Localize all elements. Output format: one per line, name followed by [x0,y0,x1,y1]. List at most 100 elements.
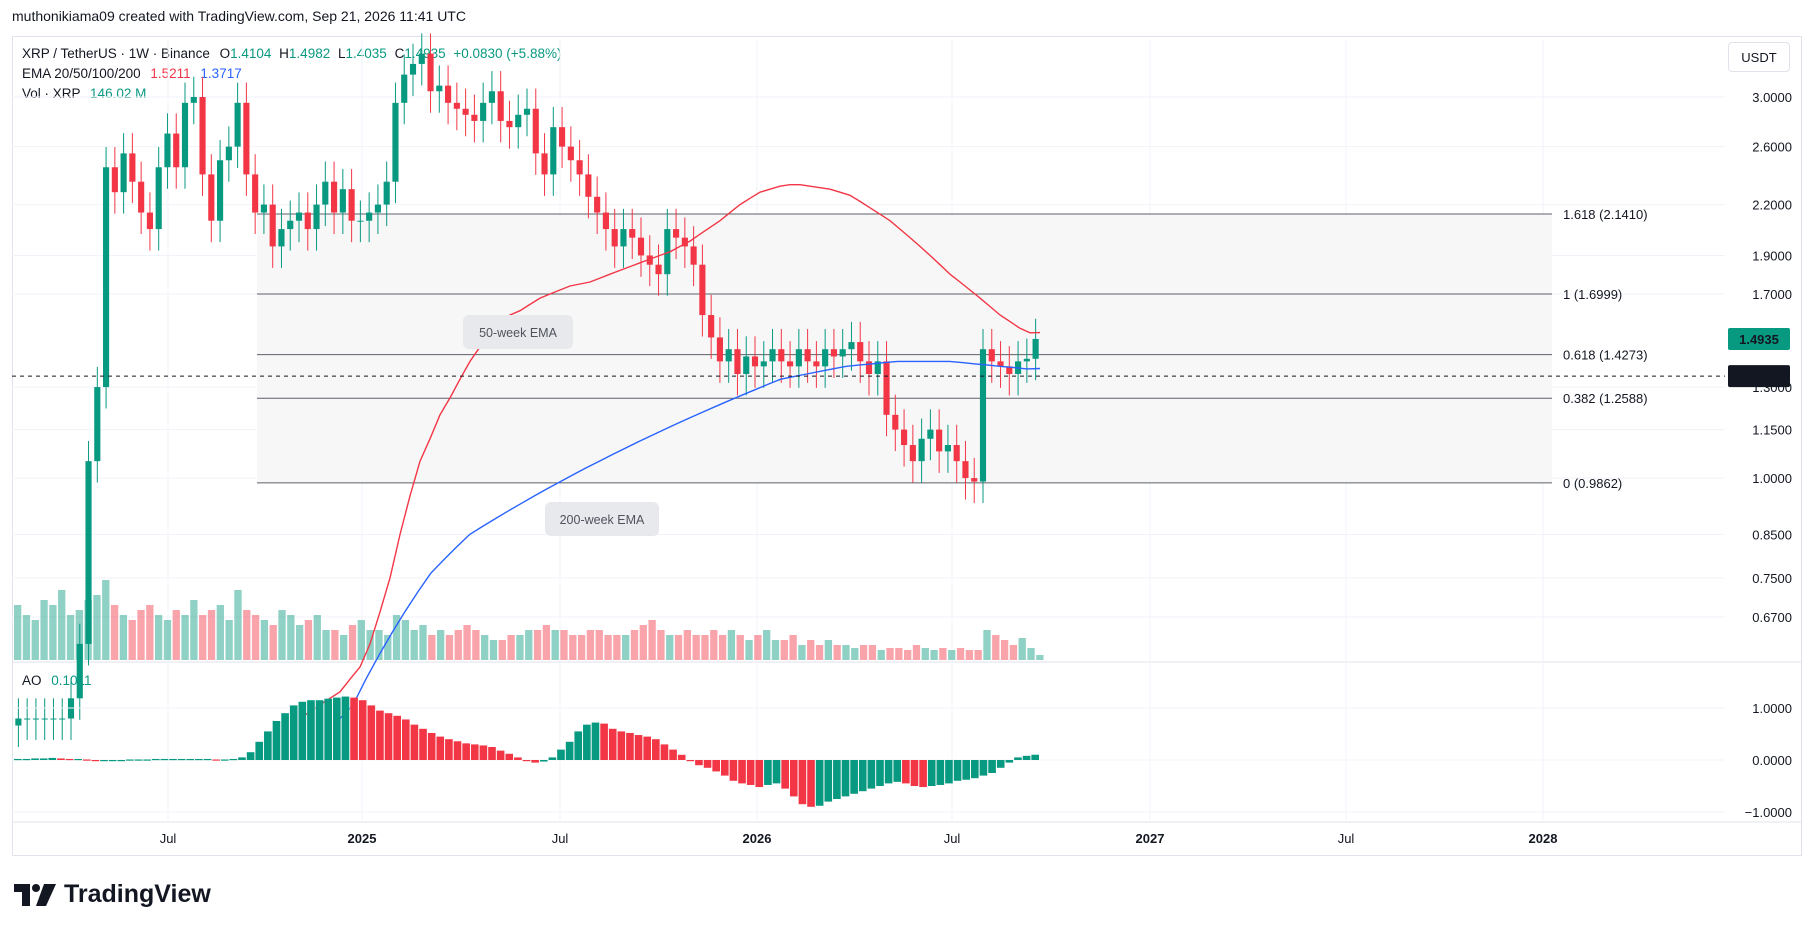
candle [787,341,794,388]
candle-body [743,356,750,374]
candle-body [287,220,294,230]
fib-label: 1 (1.6999) [1563,287,1622,302]
ao-bar [867,760,876,789]
legend-ema-row: EMA 20/50/100/200 1.5211 1.3717 [22,64,561,84]
ao-bar [591,722,600,760]
volume-bar [234,590,242,660]
legend-high-label: H [279,46,289,61]
candle-body [480,102,487,121]
candle-body [909,445,916,462]
volume-bar [551,630,559,660]
candle [795,328,802,388]
candle [217,140,224,243]
candle-body [787,361,794,367]
volume-bar [507,635,515,660]
candle-body [953,445,960,462]
candle [567,126,574,182]
candle-body [874,361,881,374]
volume-bar [639,625,647,660]
candle [778,328,785,383]
candle-body [313,204,320,230]
volume-bar [119,615,128,660]
ao-bar [858,760,867,792]
candle-body [830,349,837,357]
ao-bar [117,760,126,762]
volume-bar [516,635,524,660]
candle [445,65,452,125]
candle-body [146,212,153,230]
candle-body [918,438,925,462]
candle [260,184,267,235]
candle-body [331,181,338,213]
candle-body [523,108,531,115]
candle-body [15,718,22,726]
last-price-box [1728,327,1790,350]
ao-bar [82,759,91,761]
volume-bar [40,600,48,660]
volume-bar [798,645,806,660]
ao-bar [143,759,151,761]
ao-label[interactable]: AO [22,673,42,688]
volume-bar [207,610,216,660]
volume-bar [243,610,251,660]
candle-body [804,349,811,362]
ao-bar [695,760,703,766]
tradingview-logo[interactable]: TradingView [14,880,211,909]
candle-body [392,102,399,182]
ao-bar [367,705,376,760]
legend-open-label: O [219,46,231,61]
ao-bar [479,745,488,760]
legend-ema-label[interactable]: EMA 20/50/100/200 [22,66,141,81]
volume-bar [533,630,542,660]
candle [523,88,531,137]
candle [1023,338,1030,383]
volume-bar [956,648,965,660]
volume-bar [948,650,956,660]
ao-bar [134,759,143,761]
candle-body [637,237,645,256]
candle [155,147,162,251]
volume-bar [454,630,462,660]
volume-bar [428,635,436,660]
price-tick: 0.6700 [1752,610,1792,625]
volume-bar [877,650,885,660]
candle-body [576,160,583,175]
volume-bar [481,635,489,660]
candle [576,140,583,196]
volume-bar [859,645,868,660]
candle-body [427,53,434,92]
legend-symbol[interactable]: XRP / TetherUS · 1W · Binance [22,46,210,61]
candle [453,82,460,131]
candle [173,113,180,189]
candle [681,217,688,268]
volume-bar [904,650,912,660]
volume-bar [648,620,656,660]
candle [339,168,346,235]
candle-body [383,181,390,205]
ao-bar [255,741,264,760]
candle [559,106,566,169]
ao-bar [738,760,746,784]
ao-bar [910,760,919,786]
currency-selector[interactable]: USDT [1728,42,1790,72]
chart-header: muthonikiama09 created with TradingView.… [12,8,466,24]
ao-bar [298,701,307,760]
candle-body [138,181,145,213]
candle [506,100,513,149]
ao-bar [608,728,617,760]
volume-bar [489,640,498,660]
candle-body [857,342,864,362]
volume-bar [313,615,321,660]
candle [865,341,873,396]
ao-bar [65,758,74,761]
ao-tick: 0.0000 [1752,753,1792,768]
volume-bar [745,640,753,660]
volume-bar [199,615,207,660]
candle-body [962,461,969,479]
volume-bar [886,648,894,660]
candle-body [59,718,66,720]
ao-tick: −1.0000 [1745,805,1792,820]
candle-body [322,181,329,205]
ao-bar [902,760,910,784]
